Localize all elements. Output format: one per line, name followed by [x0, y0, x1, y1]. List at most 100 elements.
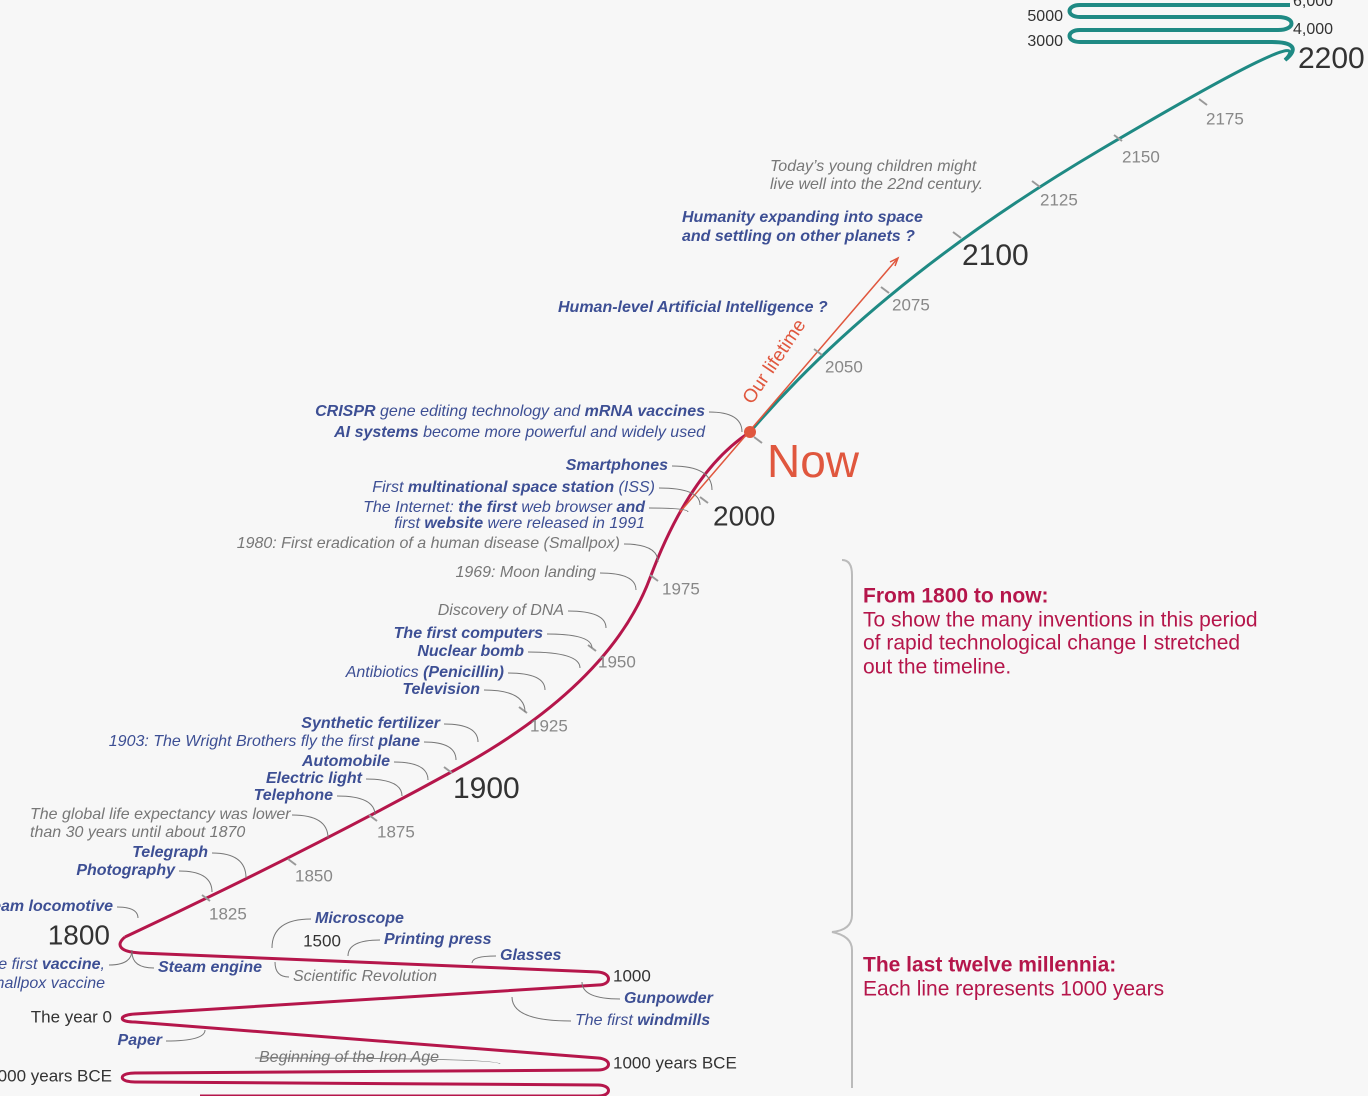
lifetime-arrow	[679, 257, 899, 513]
pointer-arrow	[443, 723, 479, 743]
event-label: Today’s young children might	[770, 158, 977, 175]
event-text: Humanity expanding into space	[682, 209, 923, 226]
year-label: 1500	[303, 931, 341, 950]
event-text: The first	[575, 1012, 637, 1029]
year-label: 2150	[1122, 147, 1160, 166]
tick	[952, 231, 962, 239]
event-text: were released in 1991	[483, 515, 645, 532]
event-text: Telegraph	[132, 844, 208, 861]
year-label: 2175	[1206, 109, 1244, 128]
event-text: The global life expectancy was lower	[30, 806, 291, 823]
event-label: Human-level Artificial Intelligence ?	[558, 299, 828, 316]
pointer-arrow	[483, 689, 526, 713]
event-text: The first	[0, 956, 42, 973]
tick	[287, 858, 297, 866]
event-label: The first computers	[394, 625, 543, 642]
brace	[831, 559, 853, 1088]
event-text: The Internet:	[363, 499, 454, 516]
pointer-arrow	[211, 852, 247, 879]
event-text: Printing press	[384, 931, 492, 948]
event-label: CRISPR gene editing technology and mRNA …	[315, 403, 705, 420]
event-label: Television	[402, 681, 480, 698]
year-label: 2000 years BCE	[0, 1066, 112, 1085]
event-text: The first computers	[394, 625, 543, 642]
year-label: 1000	[613, 966, 651, 985]
tick	[753, 436, 763, 444]
event-label: Scientific Revolution	[293, 968, 437, 985]
pointer-arrow	[623, 543, 659, 563]
pointer-arrow	[527, 651, 581, 669]
event-label: the smallpox vaccine	[0, 975, 105, 992]
year-label: 2000	[713, 500, 775, 531]
pointer-arrow	[291, 814, 329, 839]
event-text: gene editing technology and	[376, 403, 585, 420]
event-text: Discovery of DNA	[438, 602, 564, 619]
pointer-arrow	[365, 778, 403, 797]
year-label: 2075	[892, 295, 930, 314]
event-text: Steam engine	[158, 959, 262, 976]
tick	[649, 574, 659, 582]
event-text: plane	[377, 733, 420, 750]
pointer-arrow	[423, 741, 457, 761]
event-text: 1969: Moon landing	[455, 564, 596, 581]
event-text: Steam locomotive	[0, 898, 113, 915]
year-label: The year 0	[31, 1007, 112, 1026]
note-text: To show the many inventions in this peri…	[863, 609, 1258, 632]
pointer-arrow	[131, 951, 155, 969]
event-label: live well into the 22nd century.	[770, 176, 983, 193]
event-text: (Penicillin)	[419, 664, 504, 681]
event-label: Steam locomotive	[0, 898, 113, 915]
event-text: Today’s young children might	[770, 158, 977, 175]
year-label: 6,000	[1293, 0, 1333, 10]
event-label: 1969: Moon landing	[455, 564, 596, 581]
event-text: Synthetic fertilizer	[301, 715, 440, 732]
event-label: The global life expectancy was lower	[30, 806, 291, 823]
tick	[443, 766, 453, 774]
year-label: 2050	[825, 357, 863, 376]
note-title: The last twelve millennia:	[863, 954, 1116, 977]
event-text: CRISPR	[315, 403, 376, 420]
event-text: live well into the 22nd century.	[770, 176, 983, 193]
event-label: Discovery of DNA	[438, 602, 564, 619]
year-label: 1000 years BCE	[613, 1053, 737, 1072]
year-label: 4,000	[1293, 21, 1333, 38]
event-text: vaccine	[42, 956, 101, 973]
event-text: AI systems	[333, 424, 419, 441]
event-text: Beginning of the Iron Age	[259, 1049, 439, 1066]
event-label: Steam engine	[158, 959, 262, 976]
event-label: first website were released in 1991	[394, 515, 645, 532]
event-text: the smallpox vaccine	[0, 975, 105, 992]
event-text: first	[394, 515, 424, 532]
event-text: and	[612, 499, 646, 516]
event-label: Automobile	[301, 753, 390, 770]
event-label: First multinational space station (ISS)	[372, 479, 655, 496]
event-text: First	[372, 479, 408, 496]
event-label: Printing press	[384, 931, 492, 948]
future-line	[748, 49, 1292, 433]
event-text: Telephone	[254, 787, 334, 804]
pointer-arrow	[648, 507, 689, 513]
pointer-arrow	[336, 795, 376, 816]
event-label: Telephone	[254, 787, 334, 804]
event-label: Antibiotics (Penicillin)	[345, 664, 504, 681]
event-text: Gunpowder	[624, 990, 714, 1007]
tick	[699, 496, 709, 504]
event-label: The Internet: the first web browser and	[363, 499, 646, 516]
pointer-arrow	[511, 996, 572, 1022]
event-text: mRNA vaccines	[585, 403, 705, 420]
year-label: 2125	[1040, 190, 1078, 209]
pointer-arrow	[471, 955, 497, 964]
pointer-arrow	[393, 761, 429, 781]
pointer-arrow	[581, 981, 621, 1000]
event-label: Glasses	[500, 947, 561, 964]
event-text: (ISS)	[614, 479, 655, 496]
event-text: Photography	[76, 862, 176, 879]
year-label: 1975	[662, 579, 700, 598]
tick	[880, 286, 890, 294]
tick	[1198, 98, 1208, 106]
event-text: windmills	[637, 1012, 710, 1029]
event-text: 1903: The Wright Brothers fly the first	[109, 733, 378, 750]
event-label: AI systems become more powerful and wide…	[333, 424, 706, 441]
event-text: Nuclear bomb	[417, 643, 524, 660]
